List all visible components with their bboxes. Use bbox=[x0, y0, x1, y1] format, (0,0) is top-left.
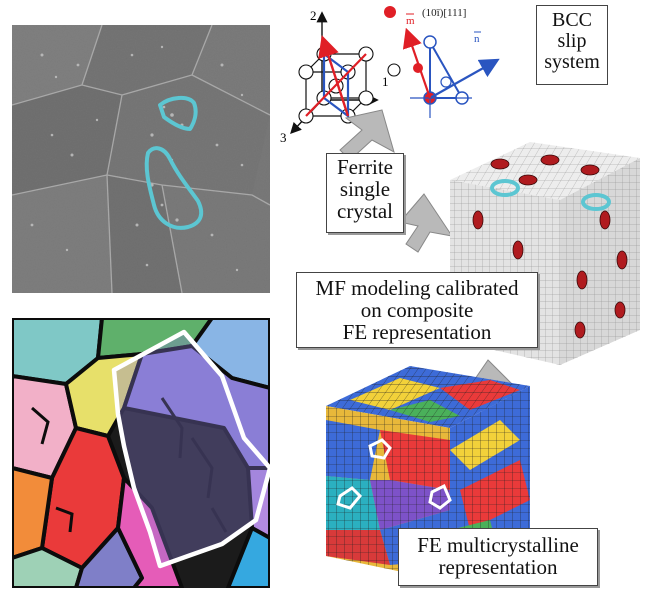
slip-direction-cube bbox=[305, 53, 367, 117]
micrograph-panel bbox=[11, 24, 271, 294]
micrograph-image bbox=[11, 24, 271, 294]
axis-1-label: 1 bbox=[382, 74, 389, 89]
grain-outline-white-cube-2 bbox=[336, 486, 363, 510]
slip-system-drawing: 2 1 3 bbox=[280, 6, 500, 145]
axis-3-label: 3 bbox=[280, 130, 287, 145]
ebsd-orientation-map bbox=[10, 316, 273, 590]
ebsd-subgrain-lines bbox=[31, 397, 228, 533]
ferrite-line-1: Ferrite bbox=[337, 155, 393, 179]
slip-normal-cube bbox=[318, 35, 350, 117]
grain-outline-cyan-small bbox=[158, 96, 198, 131]
fe-multicrystalline-line-2: representation bbox=[438, 555, 558, 580]
bcc-slip-system-line-1: BCC bbox=[551, 9, 593, 31]
ebsd-image bbox=[10, 316, 273, 590]
mf-modeling-line-2: on composite bbox=[360, 298, 474, 323]
mf-modeling-line-3: FE representation bbox=[342, 320, 492, 345]
cube-hole-highlight-1 bbox=[490, 179, 520, 197]
cube-holes bbox=[464, 154, 628, 339]
fe-multicrystalline-line-1: FE multicrystalline bbox=[417, 533, 579, 557]
fe-multicrystalline-label: FE multicrystalline representation bbox=[398, 528, 598, 586]
slip-plane-detail bbox=[384, 6, 500, 118]
grain-outline-white-cube-3 bbox=[428, 483, 452, 510]
bcc-slip-system-label: BCC slip system bbox=[536, 5, 608, 85]
axis-2-label: 2 bbox=[310, 8, 317, 23]
slip-system-schematic: 2 1 3 bbox=[272, 0, 522, 150]
mf-modeling-label: MF modeling calibrated on composite FE r… bbox=[296, 272, 538, 348]
vector-n-label: n bbox=[474, 33, 480, 45]
ferrite-single-crystal-label: Ferrite single crystal bbox=[326, 153, 404, 233]
grain-outline-cyan-large bbox=[144, 146, 204, 230]
mf-modeling-line-1: MF modeling calibrated bbox=[315, 276, 519, 300]
ferrite-line-2: single bbox=[339, 177, 391, 202]
bcc-slip-system-line-3: system bbox=[544, 51, 600, 73]
cube-hole-highlight-2 bbox=[581, 193, 611, 211]
vector-m-label: m bbox=[406, 15, 415, 27]
grain-outline-white-ebsd bbox=[111, 329, 273, 569]
multicrystal-top bbox=[326, 366, 530, 428]
grain-outline-white-cube-1 bbox=[368, 438, 392, 460]
slip-notation-label: (10ī)[111] bbox=[422, 7, 466, 19]
bcc-slip-system-line-2: slip bbox=[557, 30, 587, 52]
ferrite-line-3: crystal bbox=[337, 199, 393, 224]
